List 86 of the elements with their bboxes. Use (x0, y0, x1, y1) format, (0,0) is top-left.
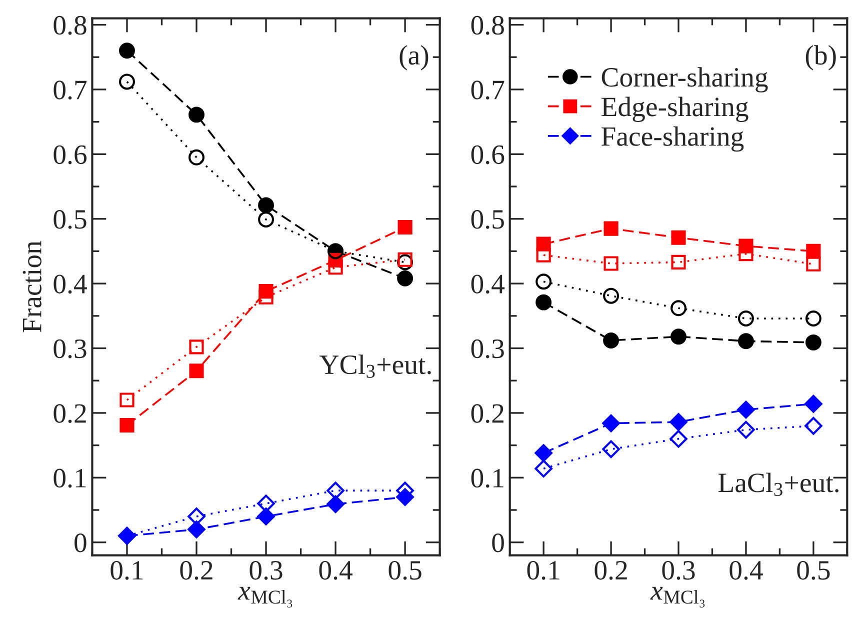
legend-label: Corner-sharing (602, 67, 768, 92)
point (602, 414, 620, 432)
point (257, 508, 275, 526)
y-tick-label: 0.7 (471, 80, 504, 100)
x-tick-label: 0.5 (388, 560, 422, 580)
point (536, 294, 552, 310)
point (805, 310, 822, 326)
x-tick-label: 0.1 (110, 560, 143, 580)
point (602, 440, 620, 458)
annotation: YCl$_{3}$+eut. (320, 354, 431, 378)
y-tick-label: 0.3 (54, 339, 86, 358)
point (670, 430, 688, 448)
point (738, 333, 754, 350)
x-tick-label: 0.2 (180, 560, 212, 580)
point (398, 252, 412, 267)
y-tick-label: 0.2 (471, 404, 504, 423)
point (536, 274, 552, 290)
x-axis-title: x$_{MCl₃}$ (650, 586, 705, 608)
annotation: LaCl$_{3}$+eut. (718, 472, 838, 496)
annotation: (a) (400, 45, 428, 70)
y-tick-label: 0.8 (54, 16, 86, 35)
point (328, 260, 343, 275)
x-tick-label: 0.5 (797, 560, 830, 580)
point (671, 254, 686, 270)
point (397, 254, 414, 270)
point (326, 482, 344, 500)
point (119, 74, 135, 90)
point (805, 334, 822, 350)
point (398, 220, 412, 235)
annotation: (b) (806, 45, 836, 70)
point (188, 106, 204, 123)
point (670, 328, 686, 345)
y-tick-label: 0.1 (471, 468, 504, 488)
x-tick-label: 0.3 (662, 560, 695, 580)
x-tick-label: 0.2 (594, 560, 627, 580)
point (738, 246, 754, 262)
y-tick-label: 0.1 (54, 468, 86, 488)
point (397, 270, 414, 286)
point (189, 340, 204, 354)
point (534, 460, 552, 478)
y-tick-label: 0.4 (471, 274, 505, 294)
point (258, 197, 274, 214)
y-axis-title: Fraction (22, 240, 42, 332)
point (671, 230, 686, 245)
y-tick-label: 0.6 (471, 145, 504, 164)
legend-label: Edge-sharing (602, 96, 748, 122)
point (603, 332, 620, 348)
legend-label: Face-sharing (602, 126, 744, 152)
y-tick-label: 0 (492, 534, 504, 552)
point (670, 413, 688, 431)
point (120, 418, 134, 433)
point (189, 364, 204, 378)
point (670, 300, 686, 316)
point (806, 244, 821, 258)
point (258, 290, 274, 304)
point (738, 310, 754, 326)
point (603, 288, 620, 304)
y-tick-label: 0.6 (54, 145, 87, 164)
point (188, 149, 204, 166)
point (604, 256, 618, 271)
y-tick-label: 0.4 (54, 274, 87, 294)
point (806, 256, 821, 272)
x-tick-label: 0.3 (250, 560, 282, 580)
point (534, 444, 552, 462)
x-tick-label: 0.4 (319, 560, 352, 580)
y-tick-label: 0.7 (54, 80, 87, 100)
y-tick-label: 0.8 (471, 16, 504, 35)
point (604, 221, 618, 236)
y-tick-label: 0.5 (471, 210, 504, 229)
y-tick-label: 0.5 (54, 210, 86, 229)
point (120, 392, 134, 408)
point (804, 394, 822, 413)
point (737, 420, 755, 439)
y-tick-label: 0 (74, 534, 86, 552)
point (188, 520, 206, 538)
y-tick-label: 0.3 (471, 339, 504, 358)
y-tick-label: 0.2 (54, 404, 86, 423)
point (737, 400, 755, 419)
x-tick-label: 0.1 (527, 560, 560, 580)
point (119, 42, 135, 59)
point (326, 495, 344, 514)
x-axis-title: x$_{MCl₃}$ (238, 586, 292, 608)
x-tick-label: 0.4 (730, 560, 763, 580)
point (536, 248, 551, 262)
point (258, 212, 274, 228)
point (804, 416, 822, 435)
